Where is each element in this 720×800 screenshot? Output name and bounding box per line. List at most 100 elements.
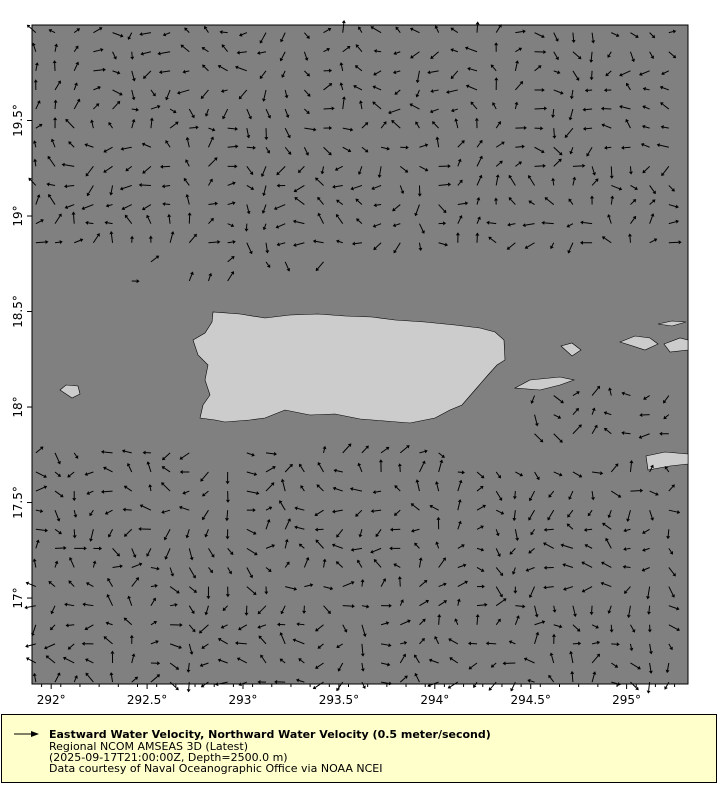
arrow-head xyxy=(65,623,69,628)
arrow-shaft xyxy=(35,486,45,492)
arrow-shaft xyxy=(181,452,190,459)
arrow-head xyxy=(279,658,284,663)
velocity-arrow xyxy=(512,510,517,522)
arrow-head xyxy=(179,456,184,460)
velocity-arrow xyxy=(664,466,670,473)
arrow-shaft xyxy=(67,204,75,208)
arrow-shaft xyxy=(260,624,267,628)
arrow-shaft xyxy=(188,567,195,577)
velocity-arrow xyxy=(227,126,238,131)
arrow-shaft xyxy=(131,70,135,79)
arrow-head xyxy=(541,88,545,93)
arrow-head xyxy=(550,245,554,250)
velocity-arrow xyxy=(457,520,462,530)
arrow-shaft xyxy=(666,468,670,473)
arrow-head xyxy=(253,551,258,556)
arrow-head xyxy=(75,61,80,66)
velocity-arrow xyxy=(200,89,209,100)
y-tick-label: 18° xyxy=(11,396,25,417)
velocity-arrow xyxy=(167,213,172,224)
arrow-head xyxy=(542,163,546,168)
arrow-shaft xyxy=(551,655,555,664)
velocity-arrow xyxy=(649,51,654,60)
velocity-arrow xyxy=(569,89,574,100)
arrow-head xyxy=(239,32,243,37)
arrow-head xyxy=(162,32,167,37)
arrow-shaft xyxy=(163,452,171,459)
arrow-shaft xyxy=(374,103,382,110)
arrow-head xyxy=(569,150,574,155)
velocity-arrow xyxy=(32,672,37,683)
arrow-head xyxy=(100,47,104,52)
velocity-arrow xyxy=(225,510,230,522)
arrow-head xyxy=(373,49,377,54)
velocity-arrow xyxy=(208,217,214,224)
velocity-arrow xyxy=(668,605,680,611)
arrow-shaft xyxy=(662,166,670,175)
velocity-arrow xyxy=(389,546,401,551)
arrow-head xyxy=(335,213,340,218)
arrow-shaft xyxy=(604,524,612,530)
arrow-shaft xyxy=(259,51,267,54)
arrow-shaft xyxy=(184,490,190,494)
velocity-arrow xyxy=(476,547,485,552)
arrow-head xyxy=(292,638,297,643)
arrow-head xyxy=(191,114,195,119)
velocity-arrow xyxy=(607,214,612,224)
velocity-arrow xyxy=(336,643,343,649)
arrow-head xyxy=(175,686,179,691)
arrow-shaft xyxy=(624,393,631,397)
arrow-shaft xyxy=(35,102,40,110)
arrow-shaft xyxy=(51,605,56,612)
velocity-arrow xyxy=(54,672,61,683)
arrow-head xyxy=(262,226,267,231)
arrow-shaft xyxy=(433,89,439,92)
arrow-head xyxy=(305,556,310,561)
arrow-shaft xyxy=(227,223,232,226)
arrow-shaft xyxy=(160,51,171,54)
arrow-head xyxy=(146,461,151,465)
arrow-shaft xyxy=(88,185,94,194)
arrow-shaft xyxy=(530,547,535,552)
arrow-shaft xyxy=(301,487,305,492)
arrow-head xyxy=(534,422,539,427)
arrow-head xyxy=(481,584,485,589)
arrow-shaft xyxy=(668,221,677,225)
velocity-arrow xyxy=(582,126,593,131)
velocity-arrow xyxy=(419,599,430,607)
velocity-arrow xyxy=(514,81,524,91)
arrow-shaft xyxy=(572,471,580,477)
velocity-arrow xyxy=(148,484,153,492)
arrow-head xyxy=(90,119,95,123)
arrow-head xyxy=(246,210,251,215)
velocity-arrow xyxy=(339,62,344,71)
arrow-head xyxy=(334,167,339,171)
arrow-shaft xyxy=(237,67,248,72)
arrow-shaft xyxy=(261,70,267,77)
velocity-arrow xyxy=(572,391,580,396)
arrow-head xyxy=(72,498,77,502)
arrow-shaft xyxy=(356,66,363,72)
arrow-head xyxy=(149,117,154,121)
arrow-head xyxy=(539,438,544,443)
arrow-shaft xyxy=(73,101,79,110)
arrow-head xyxy=(260,173,265,177)
velocity-arrow xyxy=(169,681,179,691)
velocity-arrow xyxy=(528,490,535,502)
arrow-shaft xyxy=(318,198,324,205)
velocity-arrow xyxy=(188,567,196,579)
arrow-shaft xyxy=(227,202,233,206)
velocity-arrow xyxy=(25,581,37,588)
arrow-head xyxy=(607,610,612,614)
arrow-head xyxy=(232,239,236,244)
arrow-shaft xyxy=(397,28,401,33)
velocity-arrow xyxy=(46,182,56,187)
arrow-head xyxy=(671,188,675,192)
arrow-shaft xyxy=(317,624,324,630)
arrow-shaft xyxy=(284,465,292,473)
velocity-arrow xyxy=(54,509,61,522)
velocity-arrow xyxy=(164,548,171,560)
arrow-shaft xyxy=(568,509,574,516)
arrow-head xyxy=(560,90,564,95)
arrow-head xyxy=(131,118,136,123)
